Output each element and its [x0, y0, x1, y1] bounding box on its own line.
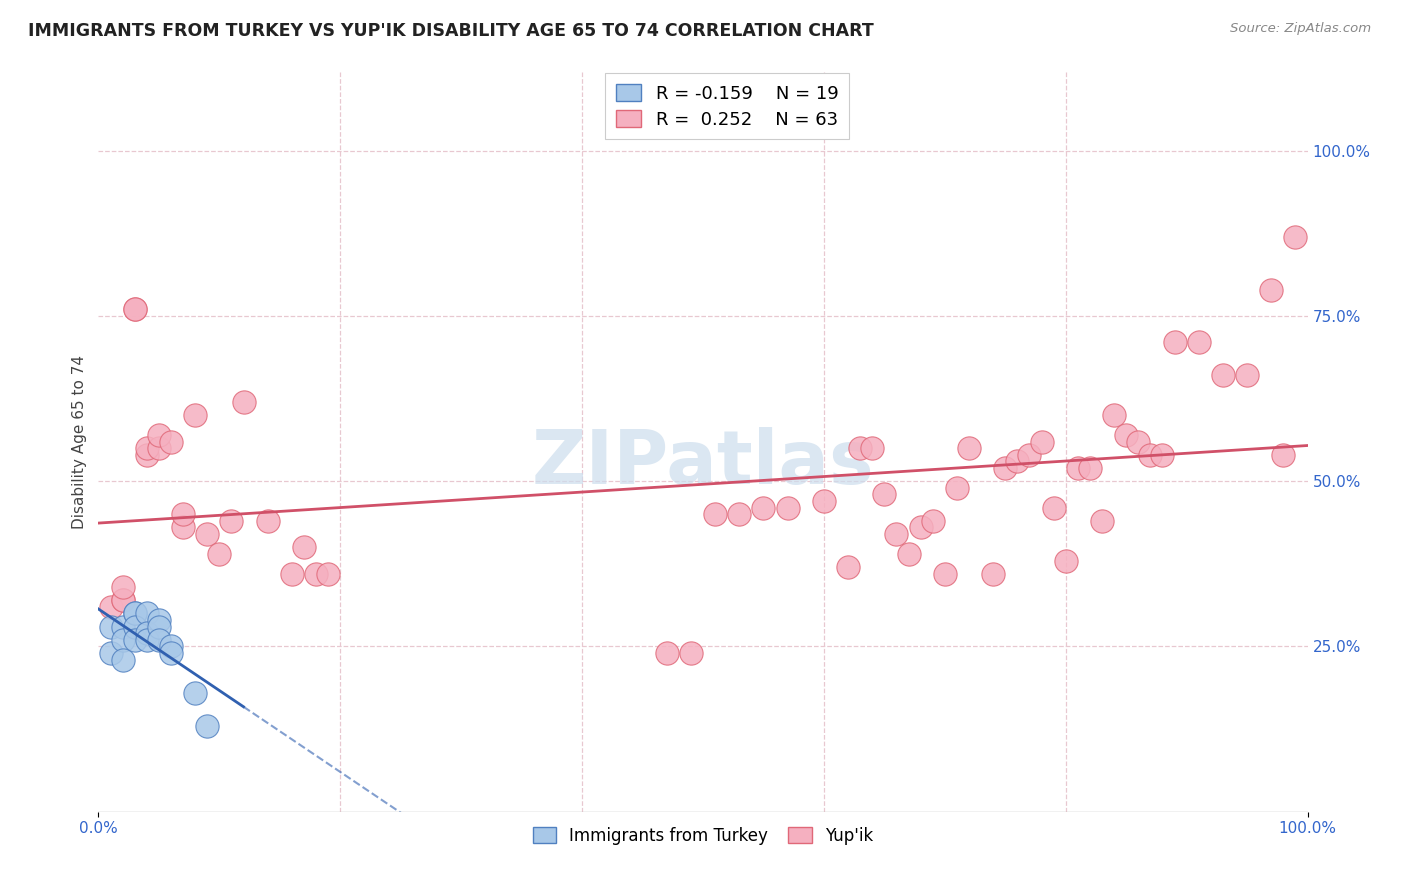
Point [837, 560, 859, 574]
Point [1115, 428, 1137, 442]
Point [1188, 335, 1211, 350]
Point [1031, 434, 1053, 449]
Point [195, 719, 218, 733]
Point [292, 541, 315, 555]
Point [160, 640, 183, 654]
Point [208, 547, 231, 561]
Point [1284, 229, 1306, 244]
Point [135, 626, 157, 640]
Point [316, 566, 339, 581]
Point [111, 580, 134, 594]
Point [776, 500, 799, 515]
Point [1102, 408, 1125, 422]
Point [704, 508, 727, 522]
Point [100, 619, 122, 633]
Point [124, 607, 146, 621]
Point [124, 619, 146, 633]
Point [813, 494, 835, 508]
Point [1067, 461, 1090, 475]
Point [1212, 368, 1234, 383]
Point [910, 520, 932, 534]
Point [135, 607, 157, 621]
Point [1018, 448, 1040, 462]
Point [221, 514, 243, 528]
Point [1152, 448, 1174, 462]
Text: ZIPatlas: ZIPatlas [531, 427, 875, 500]
Point [305, 566, 328, 581]
Point [1054, 553, 1077, 567]
Point [148, 613, 170, 627]
Point [172, 508, 194, 522]
Point [124, 302, 146, 317]
Point [148, 619, 170, 633]
Text: Source: ZipAtlas.com: Source: ZipAtlas.com [1230, 22, 1371, 36]
Point [160, 434, 183, 449]
Point [148, 441, 170, 455]
Point [111, 653, 134, 667]
Point [100, 599, 122, 614]
Point [1128, 434, 1150, 449]
Point [981, 566, 1004, 581]
Point [1091, 514, 1114, 528]
Point [148, 428, 170, 442]
Point [172, 520, 194, 534]
Legend: Immigrants from Turkey, Yup'ik: Immigrants from Turkey, Yup'ik [526, 820, 880, 852]
Point [148, 632, 170, 647]
Point [752, 500, 775, 515]
Point [111, 619, 134, 633]
Point [934, 566, 956, 581]
Point [1042, 500, 1064, 515]
Point [232, 395, 254, 409]
Point [281, 566, 304, 581]
Point [1163, 335, 1185, 350]
Point [897, 547, 920, 561]
Point [994, 461, 1017, 475]
Point [124, 302, 146, 317]
Point [1139, 448, 1161, 462]
Point [860, 441, 883, 455]
Point [195, 527, 218, 541]
Text: IMMIGRANTS FROM TURKEY VS YUP'IK DISABILITY AGE 65 TO 74 CORRELATION CHART: IMMIGRANTS FROM TURKEY VS YUP'IK DISABIL… [28, 22, 875, 40]
Point [184, 686, 207, 700]
Point [886, 527, 908, 541]
Point [873, 487, 896, 501]
Point [124, 632, 146, 647]
Point [111, 632, 134, 647]
Point [124, 607, 146, 621]
Point [679, 646, 702, 660]
Point [184, 408, 207, 422]
Point [1007, 454, 1029, 468]
Point [728, 508, 751, 522]
Point [256, 514, 278, 528]
Point [135, 441, 157, 455]
Point [135, 448, 157, 462]
Point [1260, 283, 1282, 297]
Point [100, 646, 122, 660]
Point [946, 481, 969, 495]
Point [655, 646, 678, 660]
Point [1236, 368, 1258, 383]
Point [957, 441, 980, 455]
Point [1078, 461, 1101, 475]
Point [135, 632, 157, 647]
Point [160, 646, 183, 660]
Y-axis label: Disability Age 65 to 74: Disability Age 65 to 74 [72, 354, 87, 529]
Point [1272, 448, 1295, 462]
Point [111, 593, 134, 607]
Point [921, 514, 943, 528]
Point [849, 441, 872, 455]
Point [111, 593, 134, 607]
